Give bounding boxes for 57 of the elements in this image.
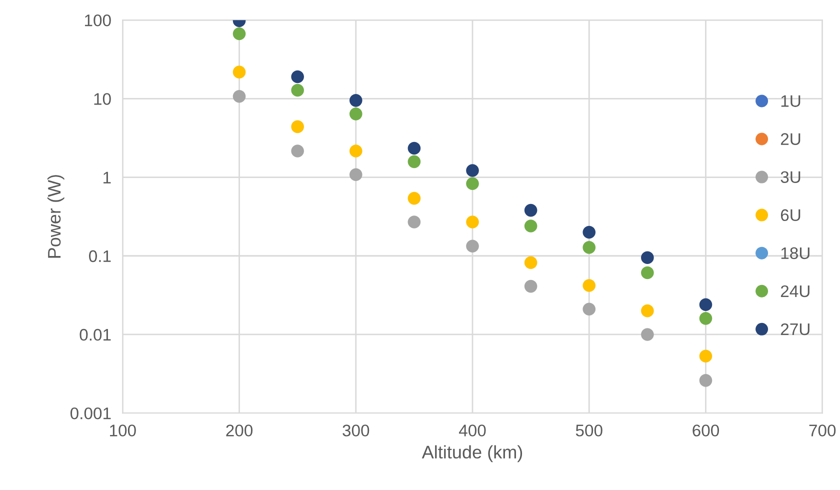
point bbox=[466, 240, 479, 253]
y-tick-label: 1 bbox=[104, 172, 111, 184]
x-tick-label: 500 bbox=[576, 424, 602, 436]
point bbox=[524, 204, 538, 217]
point bbox=[349, 144, 362, 158]
legend-label: 27U bbox=[780, 323, 810, 336]
point bbox=[582, 279, 596, 292]
x-tick-label: 200 bbox=[226, 424, 253, 436]
point bbox=[699, 350, 712, 363]
point bbox=[524, 280, 538, 293]
point bbox=[466, 164, 479, 177]
legend-label: 3U bbox=[780, 171, 800, 184]
point bbox=[408, 142, 421, 155]
point bbox=[291, 144, 304, 158]
point bbox=[466, 216, 479, 228]
point bbox=[582, 302, 596, 316]
point bbox=[291, 84, 304, 97]
x-tick-label: 300 bbox=[342, 424, 370, 436]
point bbox=[524, 220, 538, 232]
y-axis-title: Power (W) bbox=[47, 175, 64, 258]
legend-label: 18U bbox=[781, 247, 810, 260]
point bbox=[349, 108, 362, 120]
x-tick-label: 700 bbox=[809, 424, 836, 436]
legend-label: 6U bbox=[780, 209, 800, 222]
point bbox=[582, 226, 596, 239]
legend-label: 1U bbox=[781, 95, 800, 107]
point bbox=[524, 256, 538, 270]
x-tick-label: 400 bbox=[458, 424, 486, 436]
point bbox=[466, 177, 479, 190]
point bbox=[641, 328, 654, 341]
y-tick-label: 0.01 bbox=[80, 328, 111, 341]
point bbox=[349, 168, 362, 182]
point bbox=[582, 241, 596, 254]
point bbox=[232, 66, 246, 78]
point bbox=[408, 155, 421, 168]
x-tick-label: 600 bbox=[692, 424, 719, 436]
point bbox=[699, 298, 712, 311]
point bbox=[408, 216, 421, 228]
point bbox=[641, 266, 654, 280]
y-tick-label: 0.001 bbox=[70, 407, 111, 420]
point bbox=[641, 304, 654, 318]
point bbox=[408, 192, 421, 205]
legend-label: 24U bbox=[780, 285, 810, 298]
y-tick-label: 10 bbox=[94, 93, 111, 105]
point bbox=[699, 312, 712, 325]
point bbox=[291, 120, 304, 134]
point bbox=[641, 251, 654, 264]
x-axis-title: Altitude (km) bbox=[422, 445, 522, 462]
y-tick-label: 100 bbox=[84, 14, 111, 26]
point bbox=[291, 70, 304, 84]
point bbox=[349, 94, 362, 107]
x-tick-label: 100 bbox=[110, 424, 136, 436]
point bbox=[232, 27, 246, 40]
y-tick-label: 0.1 bbox=[89, 250, 111, 262]
legend-label: 2U bbox=[780, 133, 800, 145]
point bbox=[232, 90, 246, 103]
point bbox=[699, 374, 712, 387]
